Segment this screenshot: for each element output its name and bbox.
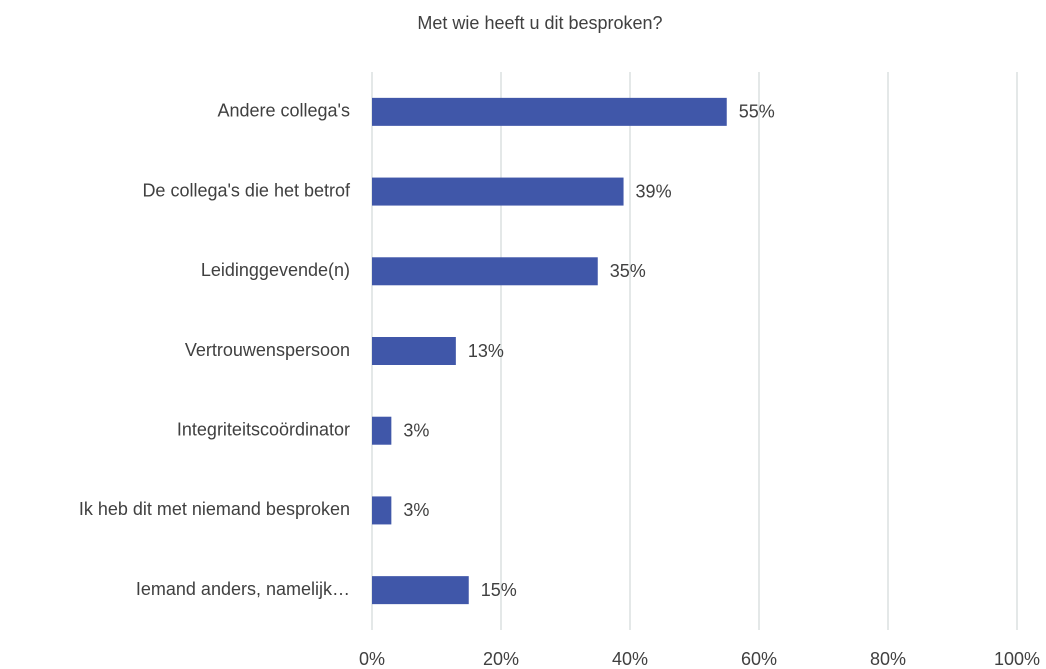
bar bbox=[372, 257, 598, 286]
x-tick-label: 20% bbox=[483, 649, 519, 669]
value-label: 3% bbox=[403, 500, 429, 520]
y-tick-label: Andere collega's bbox=[217, 101, 350, 121]
y-tick-label: De collega's die het betrof bbox=[142, 180, 351, 200]
value-label: 15% bbox=[481, 580, 517, 600]
y-tick-label: Leidinggevende(n) bbox=[201, 260, 350, 280]
bar bbox=[372, 416, 392, 445]
bar bbox=[372, 97, 727, 126]
x-tick-label: 80% bbox=[870, 649, 906, 669]
y-tick-label: Integriteitscoördinator bbox=[177, 419, 350, 439]
chart-title: Met wie heeft u dit besproken? bbox=[417, 13, 662, 33]
x-tick-label: 0% bbox=[359, 649, 385, 669]
value-label: 13% bbox=[468, 341, 504, 361]
bar bbox=[372, 177, 624, 206]
x-tick-label: 40% bbox=[612, 649, 648, 669]
value-label: 39% bbox=[636, 181, 672, 201]
value-label: 3% bbox=[403, 420, 429, 440]
y-tick-label: Iemand anders, namelijk… bbox=[136, 579, 350, 599]
value-label: 35% bbox=[610, 261, 646, 281]
value-label: 55% bbox=[739, 102, 775, 122]
bar bbox=[372, 337, 456, 365]
y-tick-label: Ik heb dit met niemand besproken bbox=[79, 499, 350, 519]
y-tick-label: Vertrouwenspersoon bbox=[185, 340, 350, 360]
bar bbox=[372, 576, 469, 605]
x-tick-label: 100% bbox=[994, 649, 1040, 669]
bar bbox=[372, 496, 392, 525]
x-tick-label: 60% bbox=[741, 649, 777, 669]
